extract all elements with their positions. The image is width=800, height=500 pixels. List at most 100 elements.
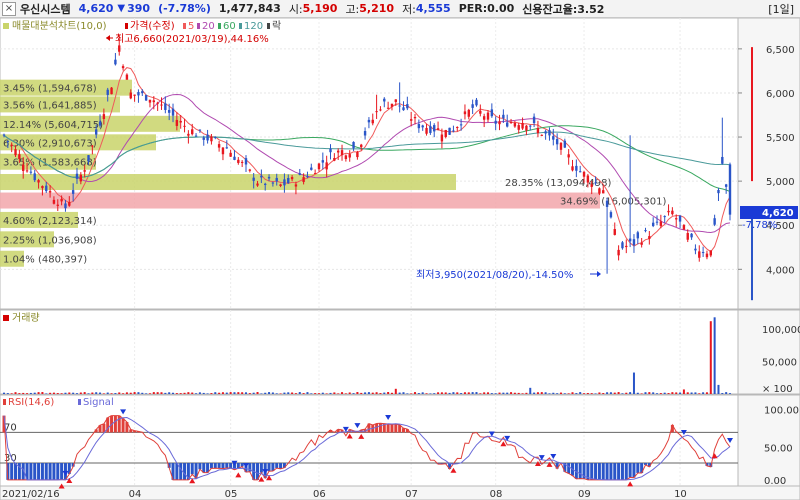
- volume-bar: [106, 392, 109, 394]
- candle-body: [336, 150, 340, 153]
- volume-bar: [705, 392, 708, 394]
- candle-body: [363, 131, 367, 136]
- candle-body: [33, 173, 36, 181]
- buy-signal-arrow: [358, 433, 365, 439]
- period-selector[interactable]: [1일]: [768, 3, 794, 16]
- candle-body: [344, 155, 348, 160]
- date-label: 05: [225, 489, 238, 500]
- volume-bar: [552, 392, 555, 394]
- price-change: 390: [127, 2, 151, 15]
- candle-body: [148, 99, 152, 103]
- volume-bar: [271, 392, 274, 394]
- volume-profile-label: 3.56% (1,641,885): [3, 100, 97, 111]
- candle-body: [651, 222, 655, 227]
- volume-bar: [429, 393, 432, 394]
- volume-bar: [694, 392, 697, 394]
- volume-bar: [648, 392, 651, 394]
- volume-bar: [83, 392, 86, 394]
- volume-bar: [398, 392, 401, 394]
- price-tick-label: 4,500: [766, 221, 795, 232]
- legend-ma20[interactable]: 20: [202, 21, 215, 32]
- candle-body: [68, 202, 71, 206]
- volume-profile-bar: [0, 174, 456, 191]
- sell-signal-arrow: [262, 469, 269, 475]
- volume-bar: [390, 392, 393, 394]
- volume-profile-label: 1.04% (480,397): [3, 255, 87, 266]
- volume-bar: [371, 392, 374, 394]
- volume-bar: [145, 393, 148, 394]
- candle-body: [586, 175, 590, 183]
- candle-body: [628, 238, 632, 242]
- volume-bar: [586, 392, 589, 394]
- candle-body: [279, 184, 282, 187]
- price-change-pct: (-7.78%): [158, 2, 211, 15]
- candle-body: [521, 122, 524, 129]
- volume-bar: [525, 392, 528, 394]
- rsi-axis-panel: [737, 394, 800, 487]
- volume-bar: [137, 392, 140, 394]
- volume-bar: [606, 392, 609, 394]
- legend-volume[interactable]: 거래량: [12, 312, 40, 324]
- candle-body: [390, 103, 394, 107]
- volume-bar: [690, 392, 693, 394]
- chart-header: × 우신시스템 4,620 ▼ 390 (-7.78%) 1,477,843 시…: [0, 0, 800, 18]
- volume-bar: [260, 393, 263, 394]
- candle-body: [529, 125, 532, 127]
- date-label: 10: [674, 489, 687, 500]
- candle-body: [429, 126, 432, 133]
- volume-bar: [467, 392, 470, 394]
- volume-bar: [417, 393, 420, 394]
- candle-body: [655, 221, 659, 223]
- candle-body: [214, 136, 217, 138]
- legend-ma5[interactable]: 5: [188, 21, 194, 32]
- candle-body: [64, 203, 67, 209]
- volume-profile-bar: [0, 96, 120, 113]
- legend-price[interactable]: 가격(수정): [130, 19, 175, 32]
- volume-bar: [348, 392, 351, 394]
- candle-body: [187, 133, 190, 136]
- candle-body: [298, 173, 301, 175]
- candle-body: [137, 92, 140, 96]
- close-icon[interactable]: ×: [2, 1, 16, 16]
- legend-vp[interactable]: 매물대분석차트(10,0): [12, 20, 107, 32]
- volume-bar: [141, 392, 144, 394]
- candle-body: [678, 215, 682, 222]
- volume-bar: [394, 388, 397, 394]
- volume-bar: [156, 392, 159, 394]
- legend-lock[interactable]: 락: [272, 20, 281, 32]
- candle-body: [398, 105, 401, 107]
- volume-bar: [590, 393, 593, 394]
- volume-bar: [118, 392, 121, 394]
- volume-bar: [356, 392, 359, 394]
- candle-body: [194, 135, 198, 137]
- stock-name[interactable]: 우신시스템: [20, 2, 71, 16]
- candle-body: [598, 188, 601, 194]
- volume-bar: [133, 392, 136, 394]
- volume-bar: [329, 392, 332, 394]
- legend-rsi[interactable]: RSI(14,6): [8, 397, 54, 408]
- candle-body: [383, 98, 386, 102]
- legend-ma120[interactable]: 120: [244, 21, 263, 32]
- buy-signal-arrow: [235, 472, 242, 478]
- candle-body: [682, 225, 686, 230]
- candle-body: [644, 230, 647, 232]
- volume-bar: [421, 392, 424, 394]
- legend-ma60[interactable]: 60: [223, 21, 236, 32]
- candle-body: [659, 221, 663, 226]
- volume-bar: [494, 393, 497, 394]
- candle-body: [486, 112, 490, 120]
- volume-bar: [448, 392, 451, 394]
- volume-bar: [625, 392, 628, 394]
- volume-bar: [198, 392, 201, 394]
- legend-signal[interactable]: Signal: [83, 397, 114, 408]
- volume-bar: [6, 393, 9, 394]
- candle-body: [571, 166, 574, 171]
- sell-signal-arrow: [243, 463, 249, 469]
- volume-bar: [187, 392, 190, 394]
- candle-body: [102, 114, 106, 120]
- sell-signal-arrow: [342, 426, 349, 432]
- volume-bar: [175, 393, 178, 394]
- volume-bar: [41, 392, 44, 394]
- volume-bar: [49, 392, 52, 394]
- sell-signal-arrow: [550, 454, 557, 460]
